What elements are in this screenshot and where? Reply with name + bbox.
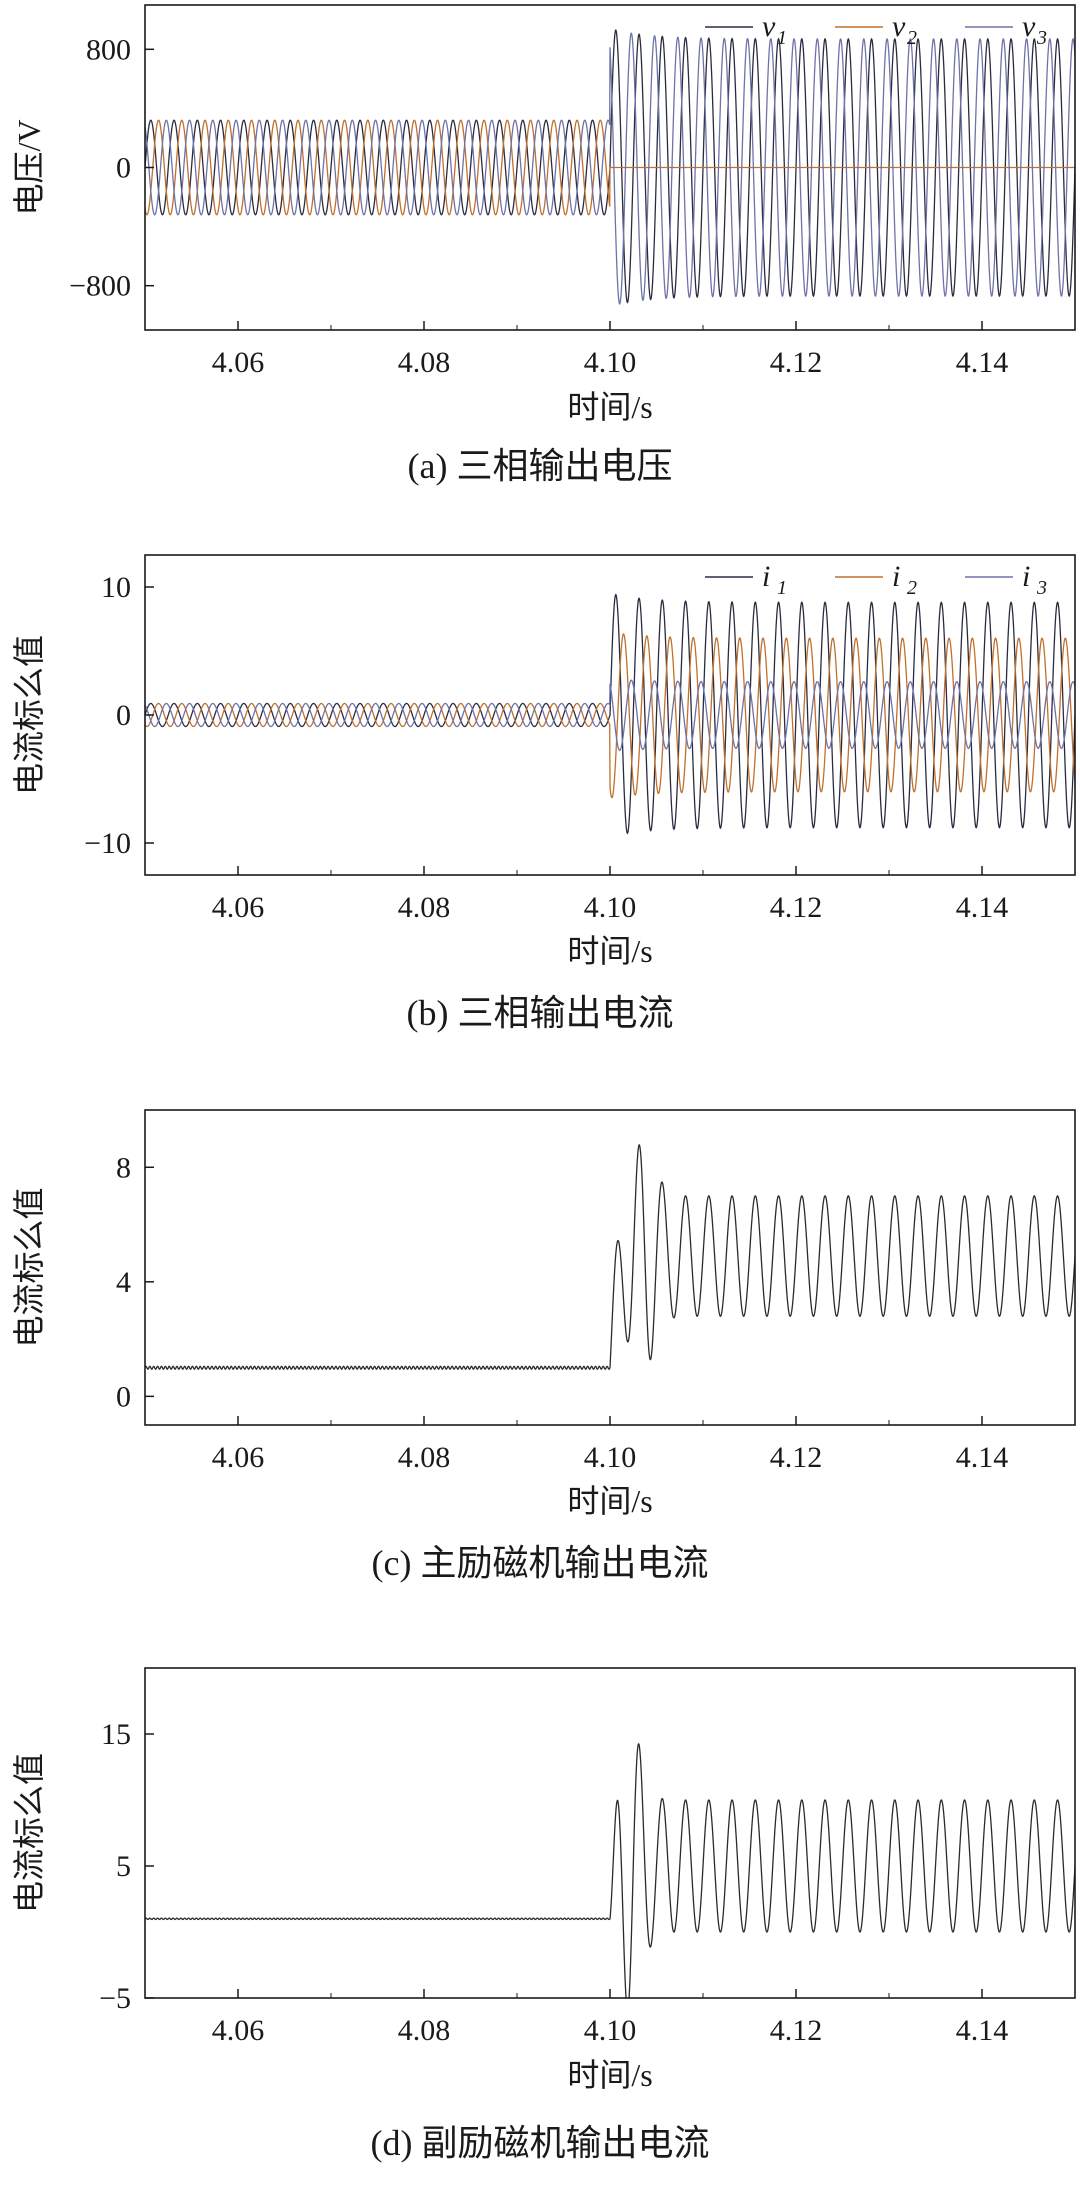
x-tick-label: 4.12 <box>770 891 823 924</box>
plot-frame <box>144 1109 1076 1426</box>
series-line-current <box>145 1144 1075 1370</box>
series-line-v3 <box>145 32 1075 305</box>
x-tick-label: 4.14 <box>956 346 1009 379</box>
x-tick-label: 4.14 <box>956 891 1009 924</box>
y-tick-label: 0 <box>116 152 131 185</box>
series-line-i3 <box>145 679 1075 752</box>
x-tick-label: 4.10 <box>584 891 637 924</box>
x-tick-label: 4.12 <box>770 1441 823 1474</box>
x-tick-label: 4.08 <box>398 346 451 379</box>
x-tick-label: 4.14 <box>956 1441 1009 1474</box>
series-line-current <box>145 1743 1075 1998</box>
x-tick-label: 4.10 <box>584 2014 637 2047</box>
chart-panel-2: 4.06 4.08 4.10 4.12 4.14 10 0 −10 时间/s 电流标么值 (b) 三… <box>11 554 1076 1033</box>
y-tick-label: 5 <box>116 1850 131 1883</box>
legend-label-v2: v <box>892 10 906 43</box>
series-line-v2 <box>145 119 1075 216</box>
x-tick-label: 4.06 <box>212 891 265 924</box>
plot-frame <box>144 1667 1076 1999</box>
x-tick-label: 4.14 <box>956 2014 1009 2047</box>
y-axis-label: 电流标么值 <box>11 1753 47 1913</box>
legend-label-v1: v <box>762 10 776 43</box>
legend-subscript: 2 <box>907 27 917 49</box>
y-tick-label: 800 <box>86 33 131 66</box>
legend-subscript: 3 <box>1036 27 1047 49</box>
x-tick-label: 4.06 <box>212 1441 265 1474</box>
legend-subscript: 1 <box>777 577 787 599</box>
chart-panel-4: 4.06 4.08 4.10 4.12 4.14 15 5 −5 时间/s 电流标么值 (d) 副励… <box>11 1667 1076 2163</box>
x-tick-label: 4.08 <box>398 2014 451 2047</box>
x-tick-label: 4.10 <box>584 1441 637 1474</box>
chart-panel-3: 4.06 4.08 4.10 4.12 4.14 8 4 0 时间/s 电流标么值 (c) 主励磁机… <box>11 1109 1076 1583</box>
legend-label-i3: i <box>1022 560 1030 593</box>
y-axis-label: 电流标么值 <box>11 635 47 795</box>
panel-caption: (c) 主励磁机输出电流 <box>372 1543 709 1583</box>
panel-caption: (d) 副励磁机输出电流 <box>371 2123 710 2163</box>
legend-subscript: 1 <box>777 27 787 49</box>
y-tick-label: 10 <box>101 571 131 604</box>
x-tick-label: 4.06 <box>212 346 265 379</box>
y-tick-label: 8 <box>116 1151 131 1184</box>
y-tick-label: 0 <box>116 699 131 732</box>
x-axis-label: 时间/s <box>567 1483 652 1519</box>
x-tick-label: 4.12 <box>770 2014 823 2047</box>
legend-subscript: 3 <box>1036 577 1047 599</box>
x-axis-label: 时间/s <box>567 2057 652 2093</box>
chart-panel-1: 4.06 4.08 4.10 4.12 4.14 800 0 −800 时间/s 电压/V (a) … <box>11 4 1076 486</box>
y-tick-label: −800 <box>69 270 131 303</box>
panel-caption: (b) 三相输出电流 <box>407 993 674 1033</box>
series-line-i1 <box>145 593 1075 835</box>
x-axis-label: 时间/s <box>567 389 652 425</box>
legend-subscript: 2 <box>907 577 917 599</box>
x-tick-label: 4.10 <box>584 346 637 379</box>
legend-label-i1: i <box>762 560 770 593</box>
y-tick-label: 15 <box>101 1718 131 1751</box>
legend-label-i2: i <box>892 560 900 593</box>
x-tick-label: 4.08 <box>398 891 451 924</box>
legend-label-v3: v <box>1022 10 1036 43</box>
x-axis-label: 时间/s <box>567 933 652 969</box>
y-tick-label: −10 <box>84 827 131 860</box>
panel-caption: (a) 三相输出电压 <box>408 446 673 486</box>
y-tick-label: −5 <box>99 1982 131 2015</box>
series-line-i2 <box>145 633 1075 799</box>
x-tick-label: 4.12 <box>770 346 823 379</box>
y-axis-label: 电流标么值 <box>11 1187 47 1347</box>
y-tick-label: 4 <box>116 1266 131 1299</box>
y-axis-label: 电压/V <box>11 119 47 215</box>
y-tick-label: 0 <box>116 1380 131 1413</box>
x-tick-label: 4.08 <box>398 1441 451 1474</box>
x-tick-label: 4.06 <box>212 2014 265 2047</box>
